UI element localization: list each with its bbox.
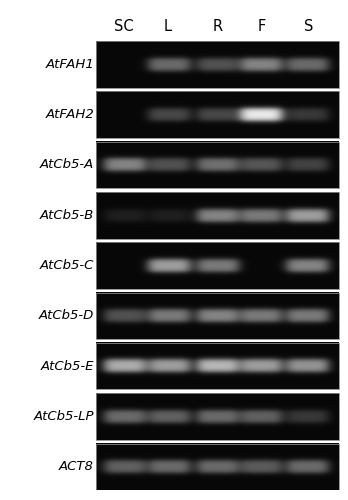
Bar <box>96 41 339 88</box>
Bar <box>96 343 339 390</box>
Text: L: L <box>164 20 172 34</box>
Text: AtCb5-LP: AtCb5-LP <box>33 410 94 423</box>
Text: F: F <box>258 20 266 34</box>
Text: R: R <box>212 20 223 34</box>
Bar <box>96 444 339 490</box>
Text: ACT8: ACT8 <box>59 460 94 473</box>
Text: S: S <box>304 20 314 34</box>
Text: AtCb5-C: AtCb5-C <box>40 259 94 272</box>
Text: AtCb5-E: AtCb5-E <box>40 360 94 372</box>
Text: SC: SC <box>114 20 133 34</box>
Text: AtCb5-D: AtCb5-D <box>39 310 94 322</box>
Bar <box>96 142 339 188</box>
Text: AtCb5-A: AtCb5-A <box>40 158 94 172</box>
Bar <box>96 242 339 289</box>
Bar <box>96 92 339 138</box>
Bar <box>96 393 339 440</box>
Bar <box>96 292 339 339</box>
Text: AtFAH1: AtFAH1 <box>45 58 94 71</box>
Text: AtCb5-B: AtCb5-B <box>40 209 94 222</box>
Text: AtFAH2: AtFAH2 <box>45 108 94 121</box>
Bar <box>96 192 339 238</box>
